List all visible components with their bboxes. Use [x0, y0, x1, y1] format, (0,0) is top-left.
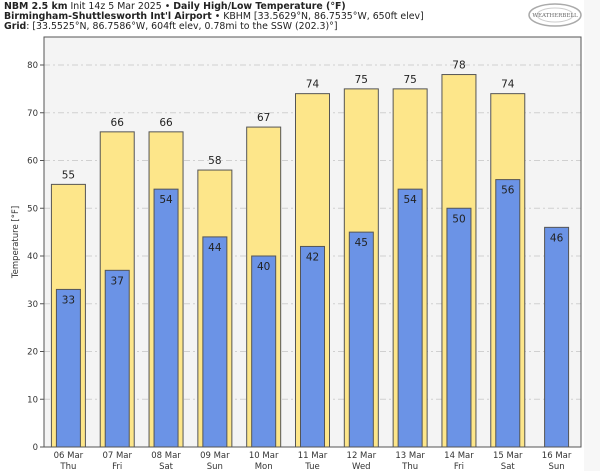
- logo-swirl-inner: [536, 7, 574, 23]
- station-name: Birmingham-Shuttlesworth Int'l Airport: [4, 11, 212, 22]
- y-tick-label: 20: [27, 348, 38, 358]
- chart-title: Daily High/Low Temperature (°F): [173, 1, 346, 12]
- x-tick-day: Sun: [207, 462, 223, 471]
- high-temp-label: 75: [403, 74, 416, 86]
- init-time: Init 14z 5 Mar 2025 •: [67, 1, 174, 12]
- x-tick-day: Sat: [501, 462, 516, 471]
- x-tick-date: 06 Mar: [54, 451, 84, 461]
- high-temp-label: 75: [355, 74, 368, 86]
- grid-info: : [33.5525°N, 86.7586°W, 604ft elev, 0.7…: [26, 21, 338, 32]
- low-temp-bar: [251, 255, 277, 448]
- weatherbell-swirl-logo: WEATHERBELL: [528, 3, 582, 27]
- high-temp-label: 74: [306, 79, 320, 91]
- x-tick-day: Thu: [59, 462, 76, 471]
- x-tick-day: Wed: [352, 462, 371, 471]
- y-tick-label: 50: [27, 204, 38, 214]
- y-tick-label: 40: [27, 252, 38, 262]
- low-temp-label: 56: [501, 185, 515, 197]
- low-temp-label: 40: [257, 261, 270, 273]
- high-temp-label: 78: [452, 60, 465, 72]
- low-temp-bar: [348, 231, 374, 448]
- low-temp-bar: [153, 188, 179, 448]
- low-temp-bar: [55, 288, 81, 448]
- x-tick-date: 08 Mar: [151, 451, 181, 461]
- x-tick-day: Thu: [401, 462, 418, 471]
- bars: 55 33 66 37 66 54 58 44 67 40 74 42 75 45 75 54 78 50 74 56…: [50, 60, 570, 448]
- x-tick-date: 13 Mar: [395, 451, 425, 461]
- high-temp-label: 55: [62, 169, 75, 181]
- x-tick-day: Sat: [159, 462, 174, 471]
- low-temp-label: 54: [403, 194, 417, 206]
- low-temp-label: 42: [306, 251, 319, 263]
- low-temp-bar: [397, 188, 423, 448]
- high-temp-label: 74: [501, 79, 515, 91]
- y-tick-label: 80: [27, 61, 38, 71]
- low-temp-bar: [495, 179, 521, 448]
- header-line-1: NBM 2.5 km Init 14z 5 Mar 2025 • Daily H…: [4, 1, 346, 12]
- high-temp-label: 58: [208, 155, 221, 167]
- low-temp-bar: [300, 245, 325, 448]
- low-temp-bar: [446, 207, 472, 448]
- x-tick-day: Tue: [304, 462, 320, 471]
- high-temp-label: 66: [111, 117, 125, 129]
- low-temp-bar: [544, 226, 570, 448]
- separator: •: [211, 11, 224, 22]
- x-tick-date: 15 Mar: [493, 451, 523, 461]
- grid-label: Grid: [4, 21, 27, 32]
- header-line-3: Grid: [33.5525°N, 86.7586°W, 604ft elev,…: [4, 21, 338, 32]
- y-tick-label: 30: [27, 300, 38, 310]
- x-tick-day: Fri: [454, 462, 464, 471]
- low-temp-label: 45: [355, 237, 368, 249]
- low-temp-label: 33: [62, 294, 75, 306]
- x-tick-date: 11 Mar: [298, 451, 328, 461]
- low-temp-label: 50: [452, 213, 465, 225]
- header-line-2: Birmingham-Shuttlesworth Int'l Airport •…: [4, 11, 424, 22]
- x-tick-date: 12 Mar: [347, 451, 377, 461]
- station-info: KBHM [33.5629°N, 86.7535°W, 650ft elev]: [223, 11, 424, 22]
- x-tick-date: 07 Mar: [102, 451, 132, 461]
- high-temp-label: 66: [159, 117, 173, 129]
- x-tick-day: Mon: [255, 462, 273, 471]
- y-tick-label: 0: [33, 443, 38, 453]
- x-tick-day: Sun: [549, 462, 565, 471]
- y-tick-label: 10: [27, 395, 38, 405]
- low-temp-bar: [104, 269, 130, 448]
- y-tick-label: 60: [27, 157, 38, 167]
- x-tick-date: 16 Mar: [542, 451, 572, 461]
- y-tick-label: 70: [27, 109, 38, 119]
- x-tick-day: Fri: [112, 462, 122, 471]
- plot-frame: [43, 36, 582, 448]
- x-tick-date: 09 Mar: [200, 451, 230, 461]
- low-temp-bar: [202, 236, 228, 448]
- y-axis-label: Temperature [°F]: [11, 206, 21, 279]
- low-temp-label: 37: [111, 275, 124, 287]
- logo-swirl-outer: [528, 3, 582, 27]
- high-temp-label: 67: [257, 112, 270, 124]
- low-temp-label: 46: [550, 232, 564, 244]
- low-temp-label: 44: [208, 242, 222, 254]
- logo-text: WEATHERBELL: [532, 13, 578, 19]
- x-tick-date: 14 Mar: [444, 451, 474, 461]
- low-temp-label: 54: [159, 194, 173, 206]
- side-strip: [584, 0, 600, 471]
- model-name: NBM 2.5 km: [4, 1, 68, 12]
- x-tick-date: 10 Mar: [249, 451, 279, 461]
- y-axis-ticks: 0 10 20 30 40 50 60 70 80: [27, 61, 44, 453]
